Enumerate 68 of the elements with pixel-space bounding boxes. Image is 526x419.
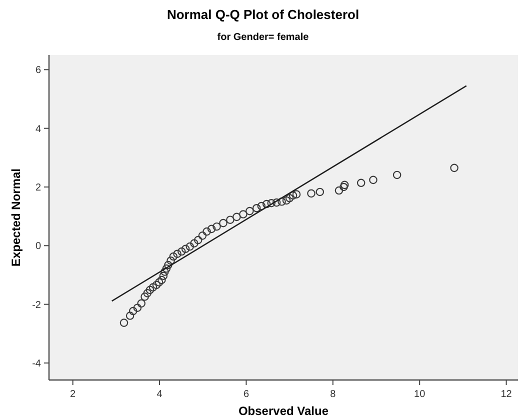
point <box>128 306 138 316</box>
y-tick-label: -2 <box>32 300 42 311</box>
point <box>285 194 294 202</box>
point <box>146 286 154 294</box>
point <box>340 180 349 190</box>
point <box>316 188 324 196</box>
y-tick-label: 4 <box>35 124 42 135</box>
point <box>173 250 182 258</box>
point <box>160 268 169 276</box>
y-tick-label: -4 <box>32 358 42 370</box>
point <box>292 190 301 198</box>
point <box>267 198 276 208</box>
x-axis-title: Observed Value <box>238 404 329 418</box>
point <box>450 164 458 172</box>
point <box>282 196 291 205</box>
point <box>140 292 149 301</box>
point <box>158 276 166 284</box>
point <box>307 189 316 198</box>
point <box>126 312 134 320</box>
point <box>194 236 202 244</box>
point <box>169 252 178 261</box>
point <box>232 212 241 222</box>
point <box>356 178 366 188</box>
point <box>164 260 172 270</box>
y-tick-label: 0 <box>35 241 42 252</box>
x-tick-label: 2 <box>70 389 76 400</box>
point <box>148 283 158 292</box>
point <box>392 170 402 180</box>
x-tick-label: 8 <box>330 389 336 400</box>
y-tick-label: 6 <box>35 65 42 76</box>
point <box>154 278 164 286</box>
point <box>252 204 261 212</box>
point <box>162 264 171 273</box>
point <box>152 280 161 290</box>
chart-title: Normal Q-Q Plot of Cholesterol <box>166 7 360 22</box>
point <box>257 202 266 210</box>
x-tick-label: 12 <box>500 389 512 400</box>
point <box>207 224 216 234</box>
point <box>278 198 286 206</box>
x-tick-label: 4 <box>156 389 163 400</box>
point <box>202 227 211 236</box>
point <box>272 198 281 207</box>
point <box>159 272 168 280</box>
point <box>166 256 175 265</box>
y-tick-label: 2 <box>35 182 42 194</box>
point <box>137 299 146 308</box>
point <box>143 289 152 298</box>
point <box>334 186 344 195</box>
point <box>186 242 194 251</box>
point <box>288 191 298 200</box>
y-axis-title: Expected Normal <box>9 168 23 267</box>
point <box>340 182 348 192</box>
point <box>181 244 190 254</box>
point <box>177 247 186 256</box>
x-tick-label: 10 <box>414 389 426 400</box>
point <box>219 218 228 228</box>
point <box>226 216 234 224</box>
point <box>239 210 248 218</box>
point <box>198 232 207 240</box>
point <box>133 304 142 312</box>
chart-subtitle: for Gender= female <box>217 32 310 43</box>
point <box>212 222 221 231</box>
point <box>262 200 271 208</box>
point <box>369 176 378 184</box>
point <box>190 239 198 248</box>
point <box>120 318 128 327</box>
x-tick-label: 6 <box>243 389 250 400</box>
point <box>246 206 254 216</box>
